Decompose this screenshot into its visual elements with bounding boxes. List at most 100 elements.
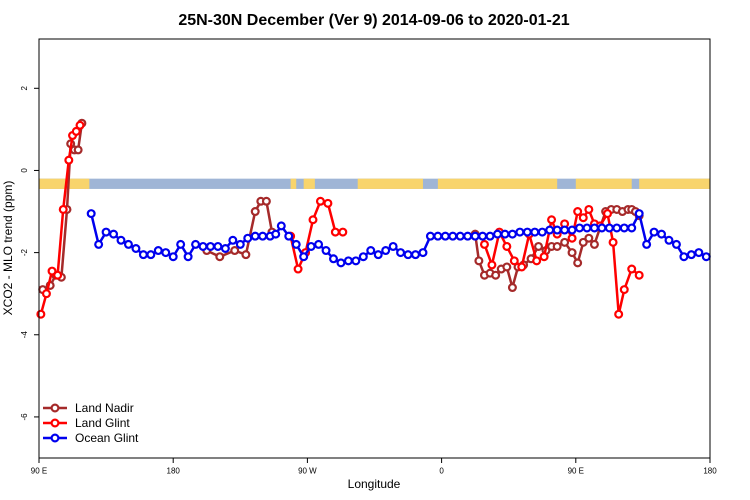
data-point: [634, 270, 644, 280]
data-point: [560, 225, 570, 235]
legend-item: Land Glint: [43, 416, 130, 430]
data-point: [537, 227, 547, 237]
data-point: [366, 246, 376, 256]
data-point: [671, 239, 681, 249]
chart-title: 25N-30N December (Ver 9) 2014-09-06 to 2…: [178, 12, 569, 29]
data-point: [701, 252, 711, 262]
data-point: [109, 229, 119, 239]
data-point: [612, 223, 622, 233]
data-point: [634, 209, 644, 219]
data-point: [336, 258, 346, 268]
data-point: [220, 244, 230, 254]
data-point: [41, 289, 51, 299]
data-point: [545, 225, 555, 235]
data-point: [573, 207, 583, 217]
data-point: [552, 241, 562, 251]
data-point: [491, 270, 501, 280]
data-point: [627, 264, 637, 274]
data-point: [261, 196, 271, 206]
data-point: [517, 262, 527, 272]
data-point: [86, 209, 96, 219]
land-segment: [575, 178, 632, 189]
data-point: [358, 252, 368, 262]
data-point: [589, 223, 599, 233]
data-point: [584, 233, 594, 243]
data-point: [153, 246, 163, 256]
legend-label: Ocean Glint: [75, 431, 139, 445]
data-point: [230, 246, 240, 256]
data-point: [243, 233, 253, 243]
y-tick-label: 2: [20, 86, 29, 91]
legend-label: Land Glint: [75, 416, 130, 430]
data-point: [507, 283, 517, 293]
land-segment: [437, 178, 558, 189]
data-point: [686, 250, 696, 260]
data-point: [315, 196, 325, 206]
y-axis: 2 0 -2 -4 -6: [20, 86, 39, 420]
x-tick-label: 90 E: [568, 467, 584, 476]
data-point: [396, 248, 406, 258]
data-point: [478, 231, 488, 241]
plot-frame: [38, 38, 711, 459]
data-point: [73, 145, 83, 155]
data-point: [271, 229, 281, 239]
data-point: [64, 155, 74, 165]
data-point: [575, 223, 585, 233]
data-point: [560, 237, 570, 247]
data-point: [47, 266, 57, 276]
data-point: [183, 252, 193, 262]
data-point: [455, 231, 465, 241]
series-layer: [36, 118, 711, 319]
land-segment: [290, 178, 297, 189]
data-point: [679, 252, 689, 262]
data-point: [403, 250, 413, 260]
data-point: [463, 231, 473, 241]
data-point: [58, 204, 68, 214]
data-point: [250, 231, 260, 241]
data-point: [146, 250, 156, 260]
data-point: [94, 239, 104, 249]
land-segment: [39, 178, 90, 189]
data-point: [597, 223, 607, 233]
data-point: [321, 246, 331, 256]
legend-item: Ocean Glint: [43, 431, 139, 445]
legend-swatch-marker: [50, 418, 60, 428]
data-point: [433, 231, 443, 241]
data-point: [276, 221, 286, 231]
legend-label: Land Nadir: [75, 401, 134, 415]
data-point: [440, 231, 450, 241]
data-point: [642, 239, 652, 249]
data-point: [411, 250, 421, 260]
data-point: [589, 239, 599, 249]
data-point: [198, 241, 208, 251]
land-segment: [357, 178, 423, 189]
data-point: [530, 227, 540, 237]
data-point: [448, 231, 458, 241]
data-point: [567, 233, 577, 243]
data-point: [547, 215, 557, 225]
data-point: [567, 225, 577, 235]
data-point: [308, 215, 318, 225]
data-point: [388, 241, 398, 251]
series-ocean-glint: [86, 209, 711, 268]
data-point: [602, 209, 612, 219]
x-tick-label: 180: [703, 467, 717, 476]
land-ocean-strip: [39, 178, 710, 189]
legend-swatch-marker: [50, 433, 60, 443]
data-point: [479, 239, 489, 249]
data-point: [418, 248, 428, 258]
data-point: [161, 248, 171, 258]
data-point: [306, 241, 316, 251]
data-point: [116, 235, 126, 245]
data-point: [75, 120, 85, 130]
x-tick-label: 180: [167, 467, 181, 476]
y-axis-title: XCO2 - MLO trend (ppm): [1, 181, 15, 316]
data-point: [507, 229, 517, 239]
data-point: [213, 241, 223, 251]
legend-swatch-marker: [50, 403, 60, 413]
x-axis: 90 E 180 90 W 0 90 E 180: [31, 458, 717, 476]
data-point: [664, 235, 674, 245]
data-point: [619, 223, 629, 233]
data-point: [71, 126, 81, 136]
data-point: [215, 252, 225, 262]
